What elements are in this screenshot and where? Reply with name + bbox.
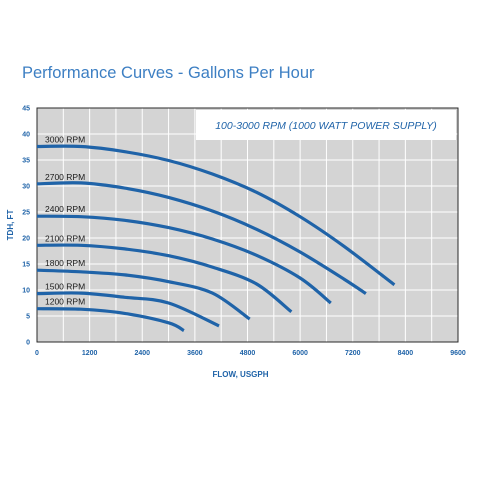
curve-1500-rpm [36, 291, 220, 328]
y-tick-label: 0 [26, 340, 30, 347]
curve-1800-rpm [36, 268, 251, 321]
curve-label-2700-rpm: 2700 RPM [45, 172, 85, 182]
y-tick-label: 25 [22, 210, 30, 217]
y-tick-label: 10 [22, 288, 30, 295]
page-title: Performance Curves - Gallons Per Hour [22, 64, 315, 82]
curve-3000-rpm [36, 144, 396, 287]
curve-2400-rpm [36, 214, 332, 305]
curve-label-1200-rpm: 1200 RPM [45, 297, 85, 307]
y-tick-label: 5 [26, 314, 30, 321]
curve-2100-rpm [36, 243, 293, 314]
curve-label-2100-rpm: 2100 RPM [45, 233, 85, 243]
curve-2700-rpm [36, 181, 367, 295]
x-tick-label: 4800 [240, 350, 256, 357]
curve-label-1800-rpm: 1800 RPM [45, 258, 85, 268]
y-tick-label: 40 [22, 132, 30, 139]
plot-area: 0 5 10 15 20 25 30 35 40 45 0 1200 2400 3600 4800 6000 7… [22, 106, 466, 358]
x-tick-label: 7200 [345, 350, 361, 357]
annotation-group: 100-3000 RPM (1000 WATT POWER SUPPLY) [196, 110, 456, 140]
annotation-text: 100-3000 RPM (1000 WATT POWER SUPPLY) [215, 120, 437, 132]
y-axis-title: TDH, FT [6, 210, 15, 241]
x-tick-label: 8400 [398, 350, 414, 357]
curve-label-3000-rpm: 3000 RPM [45, 134, 85, 144]
x-tick-label: 9600 [450, 350, 466, 357]
y-tick-label: 20 [22, 236, 30, 243]
curve-label-2400-rpm: 2400 RPM [45, 204, 85, 214]
plot-frame [36, 107, 459, 343]
x-tick-label: 3600 [187, 350, 203, 357]
x-tick-label: 0 [35, 350, 39, 357]
curve-label-1500-rpm: 1500 RPM [45, 282, 85, 292]
curve-1200-rpm [36, 307, 185, 333]
annotation-box [196, 110, 456, 140]
x-axis-title: FLOW, USGPH [213, 370, 269, 379]
y-tick-label: 15 [22, 262, 30, 269]
y-tick-label: 45 [22, 106, 30, 113]
x-tick-label: 1200 [82, 350, 98, 357]
y-tick-label: 30 [22, 184, 30, 191]
x-tick-label: 2400 [134, 350, 150, 357]
x-tick-label: 6000 [292, 350, 308, 357]
y-tick-label: 35 [22, 158, 30, 165]
